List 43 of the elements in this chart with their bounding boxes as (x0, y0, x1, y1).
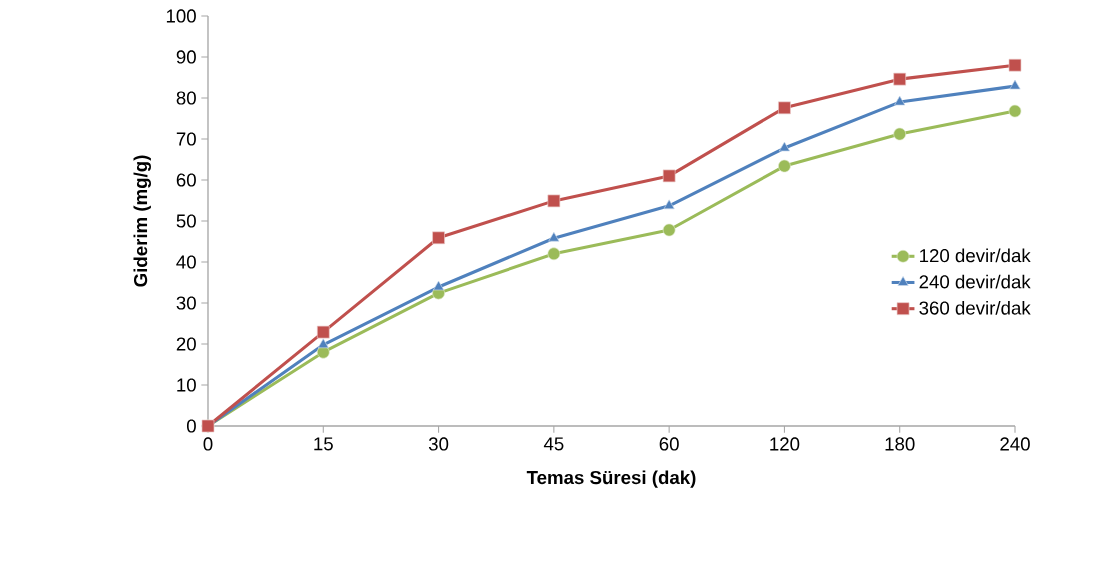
x-tick-label: 30 (428, 437, 449, 451)
point (1008, 104, 1022, 118)
point (663, 199, 675, 210)
point (778, 159, 791, 173)
y-tick-label: 90 (176, 50, 196, 64)
y-tick-label: 70 (176, 132, 196, 146)
y-tick-label: 50 (176, 214, 196, 228)
y-tick-label: 10 (177, 378, 196, 392)
point (433, 280, 445, 291)
legend-label: 120 devir/dak (920, 248, 1031, 263)
y-tick-label: 40 (176, 255, 196, 269)
y-axis-title: Giderim (mg/g) (133, 155, 151, 287)
point (547, 247, 561, 261)
y-tick-label: 30 (176, 296, 196, 310)
point (1008, 58, 1022, 72)
point (778, 141, 790, 152)
point (547, 194, 561, 208)
point (893, 72, 907, 86)
x-tick-label: 0 (203, 437, 213, 451)
point (432, 231, 445, 245)
x-tick-label: 120 (770, 437, 800, 451)
point (316, 325, 330, 339)
point (548, 231, 560, 242)
y-tick-label: 80 (176, 91, 196, 105)
point (662, 169, 676, 183)
y-tick-label: 20 (176, 337, 196, 351)
point (894, 95, 906, 106)
point (778, 101, 791, 115)
x-tick-label: 45 (543, 437, 564, 451)
x-axis-title: Temas Süresi (dak) (526, 470, 696, 488)
y-tick-label: 100 (166, 9, 196, 23)
point (317, 338, 329, 349)
point (1009, 79, 1021, 90)
x-tick-label: 180 (885, 437, 915, 451)
y-tick-label: 0 (186, 419, 196, 433)
point (662, 223, 676, 237)
legend-label: 360 devir/dak (919, 300, 1031, 315)
x-tick-label: 240 (1000, 437, 1030, 451)
legend-label: 240 devir/dak (919, 274, 1031, 289)
x-tick-label: 60 (659, 437, 679, 451)
y-tick-label: 60 (176, 173, 196, 187)
x-tick-label: 15 (314, 437, 333, 451)
point (893, 127, 907, 141)
